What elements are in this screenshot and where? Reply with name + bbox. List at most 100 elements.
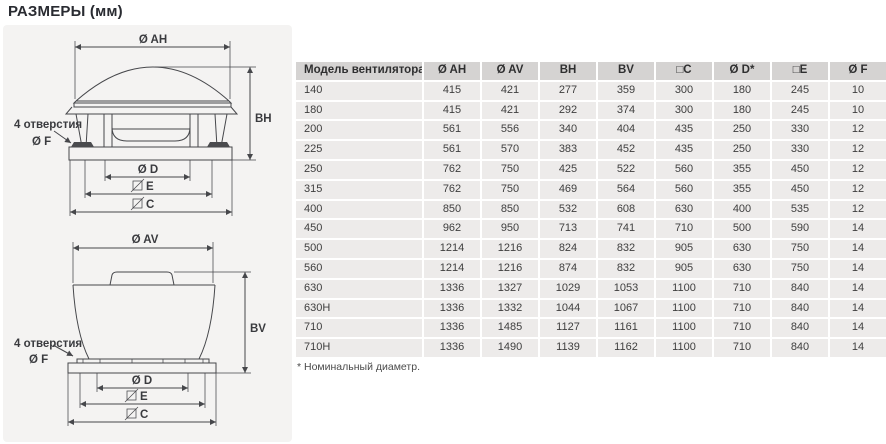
col-header-e: □E [772,62,828,80]
table-row: 225 561 570 383 452 435 250 330 12 [296,141,886,159]
dim-label-bv: BV [250,323,266,335]
table-row: 200 561 556 340 404 435 250 330 12 [296,121,886,140]
dimension-cell: 180 [714,101,770,120]
dimension-cell: 421 [482,101,538,120]
dimension-cell: 832 [598,240,654,258]
dimension-cell: 404 [598,121,654,140]
dimension-cell: 415 [424,81,480,100]
dimension-cell: 561 [424,121,480,140]
table-row: 560 1214 1216 874 832 905 630 750 14 [296,259,886,278]
dim-label-f-top: Ø F [32,136,51,148]
dimension-cell: 710 [714,339,770,357]
dimension-cell: 435 [656,121,712,140]
dim-label-bh: BH [255,113,272,125]
table-row: 400 850 850 532 608 630 400 535 12 [296,200,886,219]
dimension-cell: 750 [482,180,538,199]
dimension-cell: 1029 [540,279,596,298]
dimension-cell: 1485 [482,319,538,338]
table-row: 710 1336 1485 1127 1161 1100 710 840 14 [296,319,886,338]
dimension-cell: 570 [482,141,538,159]
dimension-cell: 630 [714,259,770,278]
dim-label-av: Ø AV [132,234,159,246]
dimension-cell: 12 [830,180,886,199]
dimension-cell: 1214 [424,259,480,278]
dimension-cell: 1100 [656,279,712,298]
dimension-cell: 741 [598,220,654,239]
dimension-cell: 713 [540,220,596,239]
dimension-cell: 450 [772,160,828,179]
dimension-cell: 452 [598,141,654,159]
dimension-cell: 1332 [482,299,538,318]
dimension-cell: 374 [598,101,654,120]
dimension-cell: 532 [540,200,596,219]
dimension-cell: 425 [540,160,596,179]
model-cell: 400 [296,200,422,219]
dimension-cell: 1100 [656,299,712,318]
table-row: 140 415 421 277 359 300 180 245 10 [296,81,886,100]
col-header-f: Ø F [830,62,886,80]
dimension-cell: 10 [830,101,886,120]
square-symbol-c-bottom [124,406,139,421]
holes-label-top: 4 отверстия [14,119,82,131]
model-cell: 225 [296,141,422,159]
table-row: 450 962 950 713 741 710 500 590 14 [296,220,886,239]
dimension-cell: 14 [830,220,886,239]
dimension-cell: 450 [772,180,828,199]
dimension-cell: 840 [772,339,828,357]
dim-label-f-bottom: Ø F [29,354,48,366]
dimension-cell: 905 [656,259,712,278]
dimension-cell: 850 [482,200,538,219]
model-cell: 315 [296,180,422,199]
dimension-cell: 590 [772,220,828,239]
holes-label-bottom: 4 отверстия [14,338,82,350]
model-cell: 250 [296,160,422,179]
dimension-cell: 359 [598,81,654,100]
dimension-cell: 750 [772,240,828,258]
dimension-cell: 14 [830,240,886,258]
dimension-cell: 14 [830,259,886,278]
col-header-d: Ø D* [714,62,770,80]
dimension-cell: 710 [714,299,770,318]
dimension-cell: 1336 [424,339,480,357]
dimension-cell: 14 [830,319,886,338]
dimension-cell: 1100 [656,319,712,338]
dimension-cell: 469 [540,180,596,199]
dimension-cell: 560 [656,180,712,199]
dimension-cell: 750 [772,259,828,278]
dimension-cell: 330 [772,121,828,140]
model-cell: 140 [296,81,422,100]
dimension-cell: 850 [424,200,480,219]
dimension-cell: 421 [482,81,538,100]
dimension-cell: 500 [714,220,770,239]
col-header-av: Ø AV [482,62,538,80]
dimension-cell: 300 [656,101,712,120]
dimension-cell: 250 [714,121,770,140]
dimension-cell: 1216 [482,240,538,258]
dimension-cell: 330 [772,141,828,159]
dimension-cell: 1336 [424,279,480,298]
dimension-cell: 10 [830,81,886,100]
dimension-cell: 1161 [598,319,654,338]
dimension-cell: 950 [482,220,538,239]
dimension-cell: 355 [714,180,770,199]
dimension-cell: 832 [598,259,654,278]
fan-side-view-v: Ø AV BV 4 отверстия Ø F Ø D E [14,234,266,426]
dimensions-table: Модель вентилятора Ø AH Ø AV BH BV □C Ø … [296,62,886,359]
dimension-cell: 180 [714,81,770,100]
dimension-cell: 12 [830,200,886,219]
table-row: 250 762 750 425 522 560 355 450 12 [296,160,886,179]
dimension-cell: 1067 [598,299,654,318]
col-header-ah: Ø AH [424,62,480,80]
dimension-cell: 824 [540,240,596,258]
dimension-cell: 355 [714,160,770,179]
dimension-cell: 1490 [482,339,538,357]
table-row: 315 762 750 469 564 560 355 450 12 [296,180,886,199]
fan-dimension-drawing: Ø AH BH 4 отверстия Ø F Ø D E [14,34,272,426]
dimension-cell: 1127 [540,319,596,338]
dimension-cell: 535 [772,200,828,219]
dimension-cell: 245 [772,81,828,100]
dimension-cell: 12 [830,121,886,140]
dimension-cell: 415 [424,101,480,120]
dimension-cell: 400 [714,200,770,219]
dimension-cell: 1139 [540,339,596,357]
